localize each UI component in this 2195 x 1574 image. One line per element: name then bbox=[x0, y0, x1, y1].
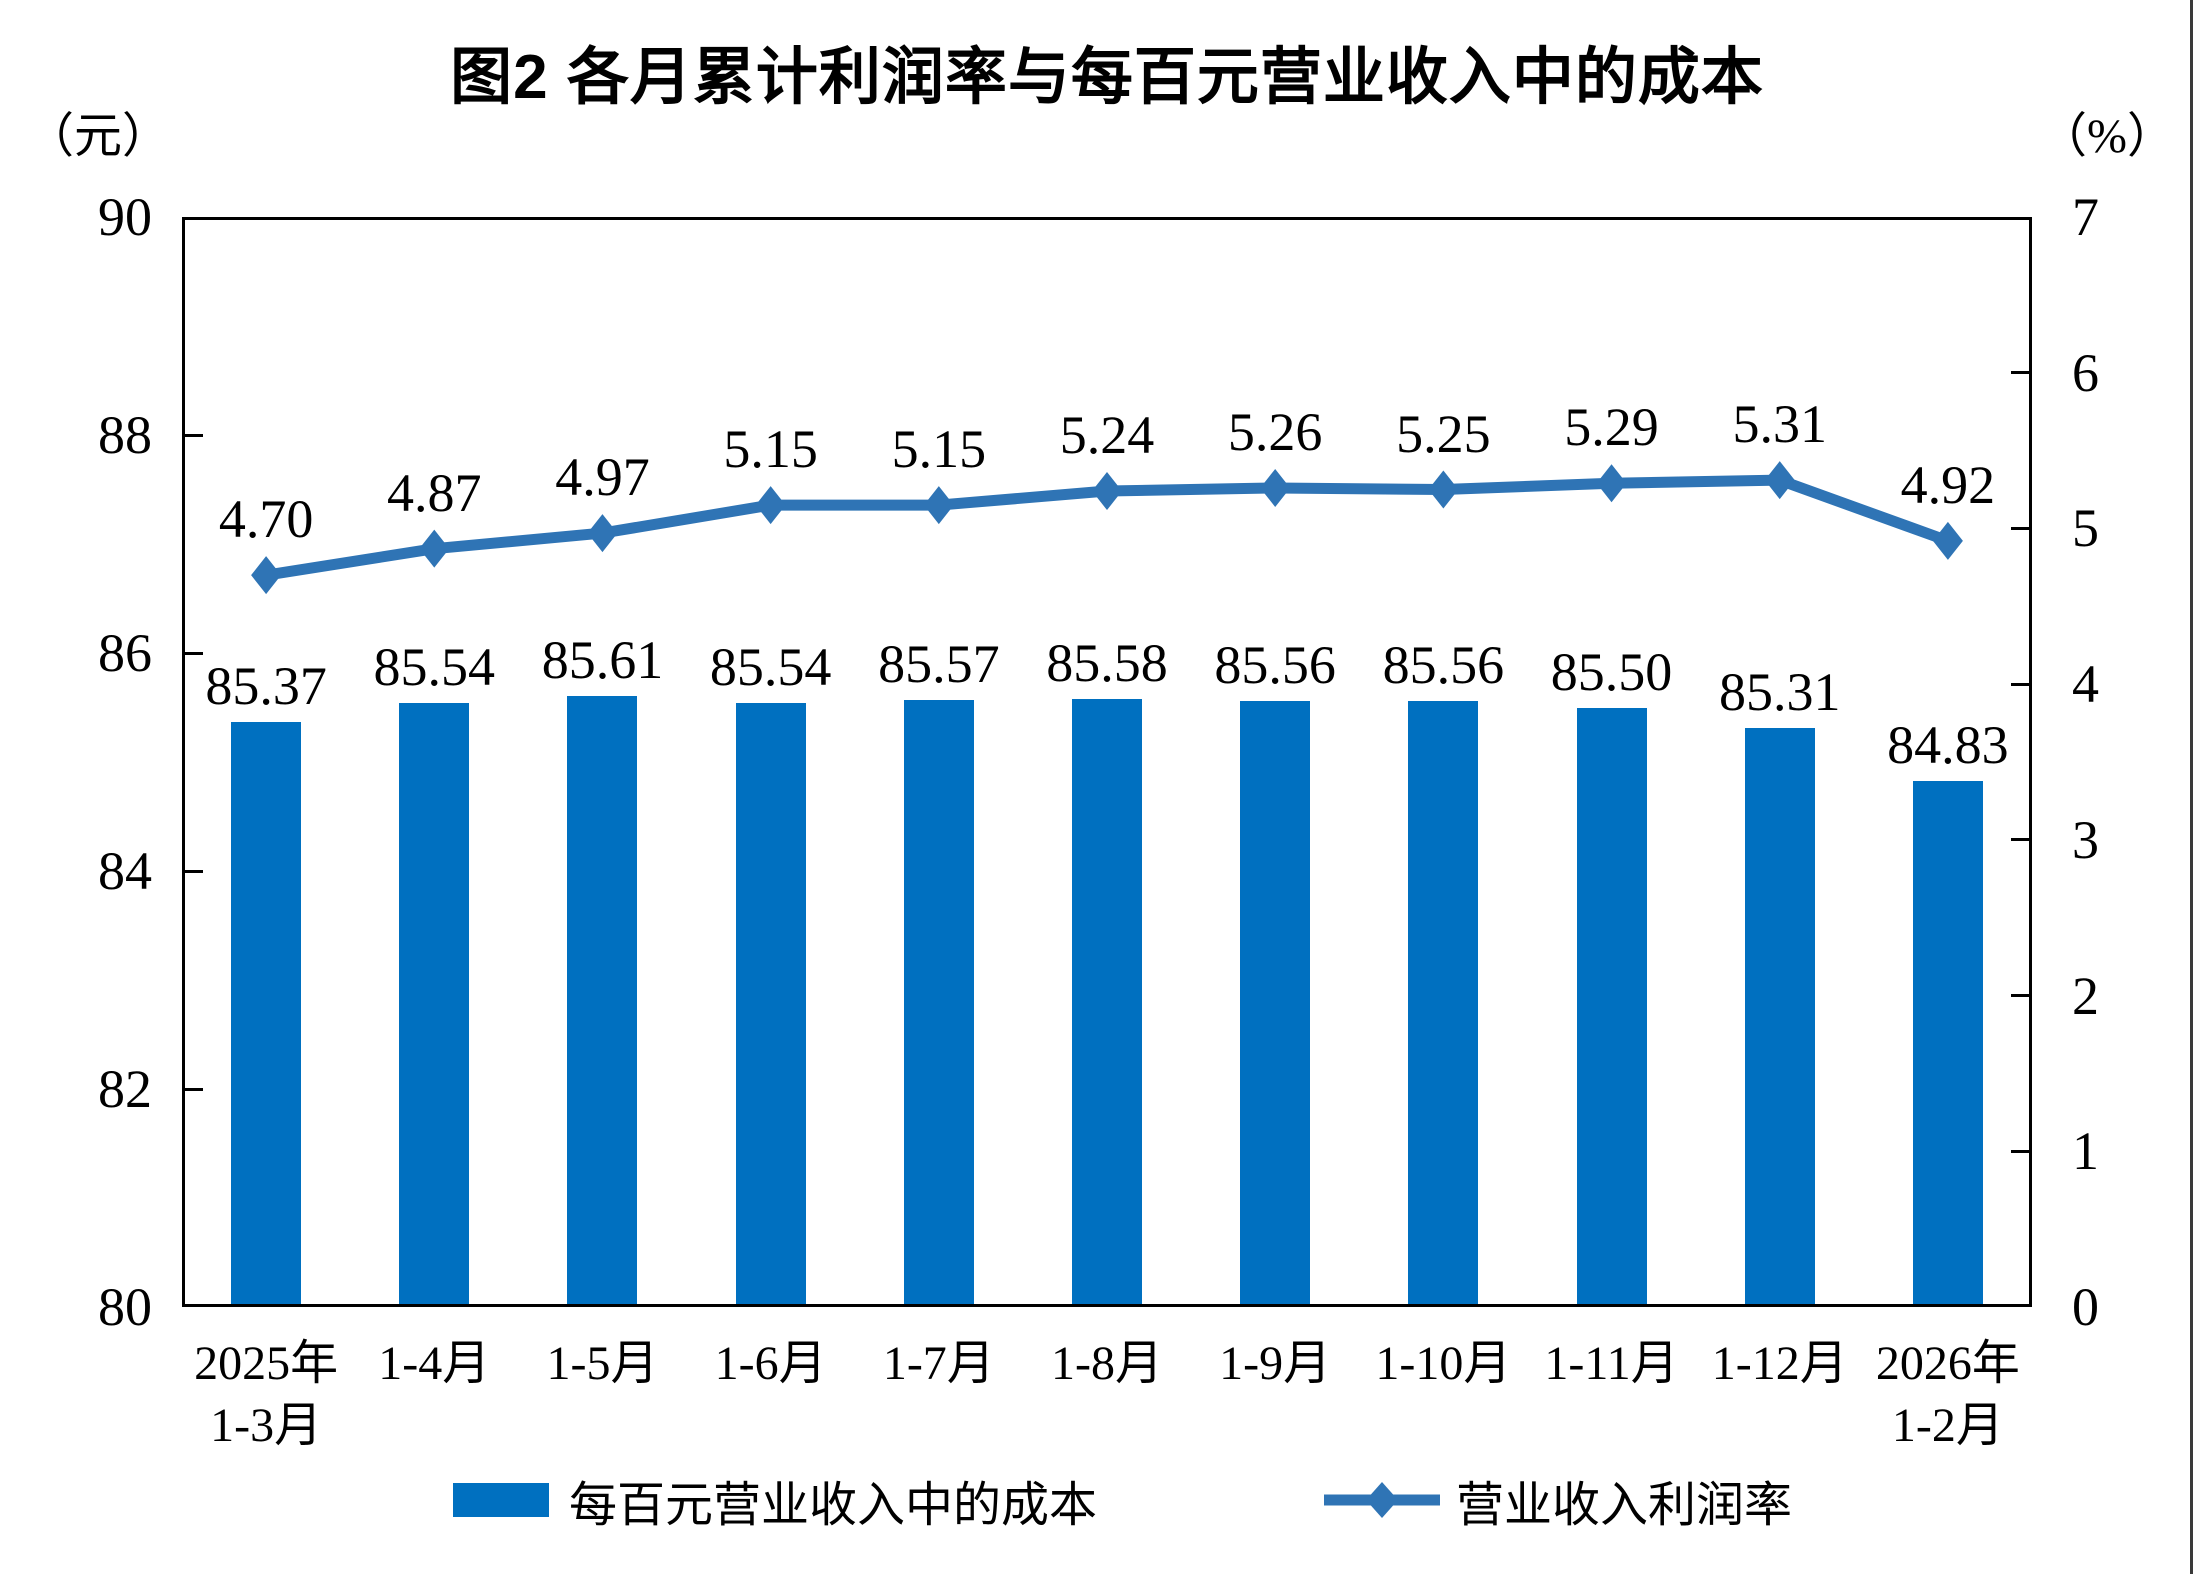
bar bbox=[1240, 700, 1311, 1304]
y-axis-tick-label-left: 80 bbox=[98, 1277, 152, 1337]
bar bbox=[399, 703, 470, 1304]
bar-value-label: 85.54 bbox=[373, 637, 496, 698]
x-axis-tick-label: 1-9月 bbox=[1219, 1337, 1332, 1390]
x-axis-tick-label: 1-6月 bbox=[714, 1337, 827, 1390]
x-axis-tick-label: 2025年 1-3月 bbox=[194, 1337, 339, 1452]
x-axis-tick-label: 1-7月 bbox=[882, 1337, 995, 1390]
axis-tick-mark bbox=[2011, 526, 2029, 530]
bar bbox=[231, 721, 302, 1304]
bar-value-label: 85.56 bbox=[1214, 634, 1336, 695]
line-value-label: 5.15 bbox=[891, 419, 987, 480]
bar-value-label: 85.57 bbox=[878, 633, 1000, 694]
axis-tick-mark bbox=[185, 651, 203, 655]
legend-item-profit: 营业收入利润率 bbox=[1322, 1468, 1792, 1532]
page-border-right bbox=[2190, 0, 2193, 1574]
axis-tick-mark bbox=[185, 869, 203, 873]
x-axis-tick-label: 1-10月 bbox=[1375, 1337, 1512, 1390]
x-axis-tick-label: 2026年 1-2月 bbox=[1875, 1337, 2020, 1452]
axis-tick-mark bbox=[185, 433, 203, 437]
bar bbox=[735, 703, 806, 1304]
y-axis-tick-label-right: 3 bbox=[2072, 809, 2099, 870]
bar-value-label: 85.56 bbox=[1382, 634, 1505, 695]
y-axis-tick-label-right: 2 bbox=[2072, 965, 2099, 1026]
x-axis-tick-label: 1-4月 bbox=[378, 1337, 491, 1390]
left-axis-unit-label: （元） bbox=[25, 110, 170, 163]
y-axis-tick-label-left: 90 bbox=[98, 187, 152, 247]
bar-value-label: 85.58 bbox=[1046, 632, 1168, 693]
line-value-label: 5.31 bbox=[1732, 394, 1827, 455]
line-value-label: 5.29 bbox=[1564, 397, 1659, 458]
y-axis-tick-label-right: 5 bbox=[2072, 498, 2099, 559]
legend-item-cost: 每百元营业收入中的成本 bbox=[453, 1468, 1097, 1532]
bar bbox=[1744, 728, 1815, 1304]
bar bbox=[1576, 707, 1647, 1304]
x-axis-tick-label: 1-5月 bbox=[546, 1337, 659, 1390]
line-value-label: 5.25 bbox=[1396, 403, 1491, 464]
axis-tick-mark bbox=[2011, 682, 2029, 686]
y-axis-tick-label-right: 7 bbox=[2072, 187, 2099, 247]
chart-title: 图2 各月累计利润率与每百元营业收入中的成本 bbox=[450, 43, 1764, 112]
x-axis-tick-label: 1-8月 bbox=[1051, 1337, 1163, 1390]
y-axis-tick-label-left: 82 bbox=[98, 1059, 152, 1119]
axis-tick-mark bbox=[185, 1087, 203, 1091]
axis-tick-mark bbox=[2011, 1149, 2029, 1153]
bar-value-label: 85.61 bbox=[541, 629, 664, 690]
bar bbox=[1072, 698, 1142, 1304]
legend-bar-swatch bbox=[453, 1483, 549, 1517]
y-axis-tick-label-right: 1 bbox=[2072, 1121, 2099, 1182]
bar-value-label: 85.37 bbox=[205, 655, 327, 716]
bar-value-label: 84.83 bbox=[1887, 714, 2009, 775]
y-axis-tick-label-left: 86 bbox=[98, 623, 152, 683]
legend-line-swatch bbox=[1324, 1482, 1440, 1518]
bar bbox=[903, 699, 974, 1304]
bar-value-label: 85.31 bbox=[1718, 662, 1841, 723]
bar-value-label: 85.50 bbox=[1550, 641, 1673, 702]
y-axis-tick-label-left: 84 bbox=[98, 841, 152, 901]
bar bbox=[1408, 700, 1479, 1304]
y-axis-tick-label-right: 0 bbox=[2072, 1277, 2099, 1337]
x-axis-tick-label: 1-12月 bbox=[1711, 1337, 1848, 1390]
line-value-label: 5.24 bbox=[1059, 405, 1155, 466]
right-axis-unit-label: （%） bbox=[2039, 110, 2175, 163]
line-value-label: 4.92 bbox=[1900, 454, 1996, 515]
legend-label-profit: 营业收入利润率 bbox=[1456, 1479, 1793, 1532]
y-axis-tick-label-left: 88 bbox=[98, 405, 152, 465]
y-axis-tick-label-right: 6 bbox=[2072, 342, 2099, 403]
bar bbox=[567, 695, 638, 1304]
legend-label-cost: 每百元营业收入中的成本 bbox=[569, 1479, 1098, 1532]
bar bbox=[1912, 780, 1983, 1304]
y-axis-tick-label-right: 4 bbox=[2072, 654, 2099, 715]
line-value-label: 5.15 bbox=[723, 419, 818, 480]
axis-tick-mark bbox=[2011, 371, 2029, 375]
x-axis-tick-label: 1-11月 bbox=[1544, 1337, 1679, 1390]
axis-tick-mark bbox=[2011, 994, 2029, 998]
line-value-label: 5.26 bbox=[1227, 401, 1323, 462]
bar-value-label: 85.54 bbox=[709, 637, 832, 698]
axis-tick-mark bbox=[2011, 838, 2029, 842]
